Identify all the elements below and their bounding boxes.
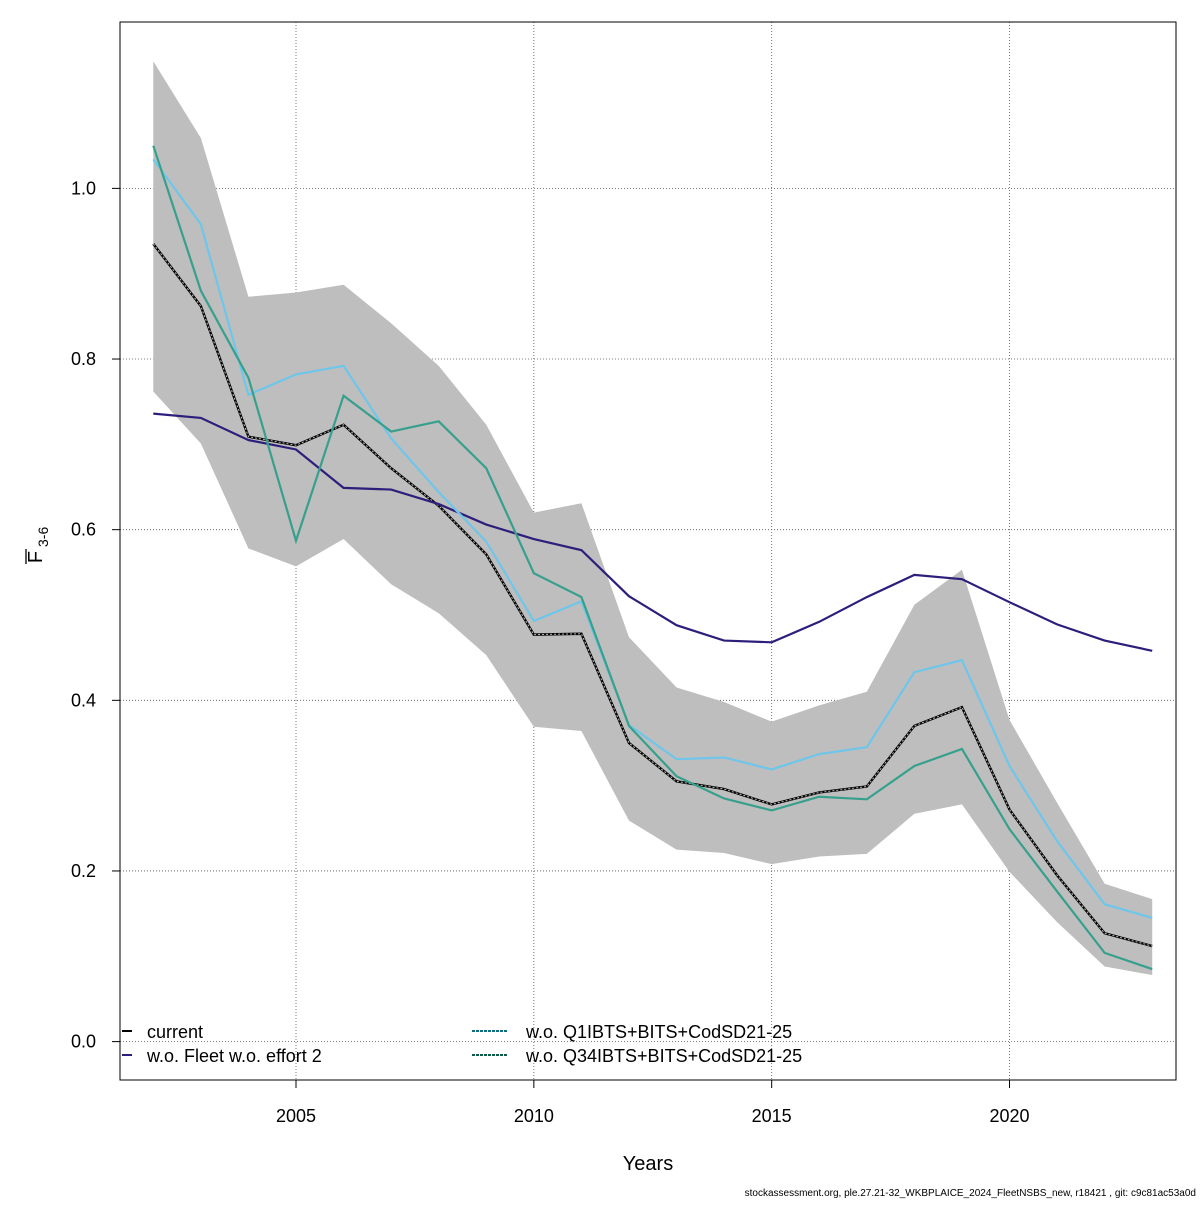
x-tick-label-2010: 2010 bbox=[514, 1106, 554, 1126]
series-line-2 bbox=[152, 158, 1153, 919]
plot-frame bbox=[119, 21, 1177, 1081]
y-tick-label-5: 1.0 bbox=[71, 178, 96, 198]
y-tick-label-4: 0.8 bbox=[71, 349, 96, 369]
series-lines-group bbox=[152, 145, 1153, 971]
footer-credit: stockassessment.org, ple.27.21-32_WKBPLA… bbox=[745, 1188, 1196, 1199]
legend-label-0: current bbox=[147, 1022, 203, 1042]
legend-label-1: w.o. Fleet w.o. effort 2 bbox=[146, 1046, 322, 1066]
y-axis-title: F 3-6 bbox=[25, 527, 51, 564]
y-tick-label-3: 0.6 bbox=[71, 520, 96, 540]
legend: current w.o. Fleet w.o. effort 2 w.o. Q1IB… bbox=[122, 1022, 802, 1066]
series-line-0-dash bbox=[152, 243, 1153, 947]
y-axis-title-main: F bbox=[25, 551, 47, 563]
y-tick-label-0: 0.0 bbox=[71, 1032, 96, 1052]
confidence-band-group bbox=[153, 61, 1153, 976]
legend-label-3: w.o. Q34IBTS+BITS+CodSD21-25 bbox=[525, 1046, 802, 1066]
x-tick-label-2015: 2015 bbox=[752, 1106, 792, 1126]
x-axis-ticks: 2005 2010 2015 2020 bbox=[276, 1080, 1030, 1126]
x-tick-label-2005: 2005 bbox=[276, 1106, 316, 1126]
legend-label-2: w.o. Q1IBTS+BITS+CodSD21-25 bbox=[525, 1022, 792, 1042]
y-tick-label-1: 0.2 bbox=[71, 861, 96, 881]
series-line-3 bbox=[152, 145, 1153, 971]
confidence-band bbox=[153, 61, 1153, 976]
x-tick-label-2020: 2020 bbox=[989, 1106, 1029, 1126]
x-axis-title: Years bbox=[623, 1153, 673, 1175]
y-tick-label-2: 0.4 bbox=[71, 690, 96, 710]
y-axis-title-subscript: 3-6 bbox=[35, 527, 51, 547]
y-axis-ticks: 0.0 0.2 0.4 0.6 0.8 1.0 bbox=[71, 178, 120, 1052]
